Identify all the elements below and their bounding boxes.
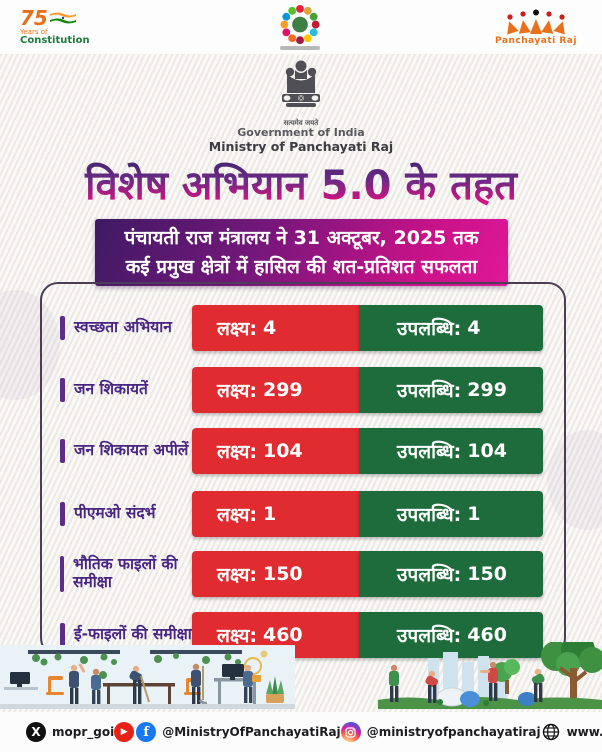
youtube-icon: ▶ [114,722,135,742]
row-tick [60,439,65,463]
table-row: पीएमओ संदर्भ लक्ष्य: 1 उपलब्धि: 1 [42,491,564,537]
table-row: स्वच्छता अभियान लक्ष्य: 4 उपलब्धि: 4 [42,305,564,351]
constitution-word: Constitution [20,35,90,46]
globe-icon [541,722,561,742]
achievement-bar: उपलब्धि: 460 [359,612,543,658]
achievement-bar: उपलब्धि: 150 [359,551,543,597]
subtitle-line-1: पंचायती राज मंत्रालय ने 31 अक्टूबर, 2025… [124,227,479,249]
achievement-bar: उपलब्धि: 1 [359,491,543,537]
row-tick [60,502,65,526]
target-bar: लक्ष्य: 150 [192,551,359,597]
constitution-75-logo: 75 Years of Constitution [20,8,110,46]
satyameva-jayate-motto: सत्यमेव जयते [283,119,319,128]
national-emblem-block: सत्यमेव जयते Government of India Ministr… [0,57,602,154]
x-handle-text: mopr_goi [52,725,115,739]
government-of-india-label: Government of India [237,126,365,140]
social-footer-bar: X mopr_goi ▶ f @MinistryOfPanchayatiRaj … [0,712,602,752]
row-label: जन शिकायतें [74,380,148,399]
ministry-name-label: Ministry of Panchayati Raj [208,139,394,155]
target-bar: लक्ष्य: 4 [192,305,359,351]
row-label: जन शिकायत अपीलें [74,441,189,460]
ashoka-emblem-icon [282,60,320,107]
achievement-bar: उपलब्धि: 104 [359,428,543,474]
results-frame: स्वच्छता अभियान लक्ष्य: 4 उपलब्धि: 4 जन शि… [40,282,566,658]
row-label: ई-फाइलों की समीक्षा [74,625,192,644]
row-tick [60,556,64,592]
x-icon: X [26,722,46,742]
panchayati-raj-logo: Panchayati Raj [490,9,582,46]
india-flag-wave-icon [49,12,76,24]
office-cleaning-illustration [0,645,295,709]
website-text: www.panchayat.gov.in [566,725,602,739]
target-bar: लक्ष्य: 299 [192,367,359,413]
subtitle-line-2: कई प्रमुख क्षेत्रों में हासिल की शत-प्रत… [125,255,478,278]
table-row: भौतिक फाइलों की समीक्षा लक्ष्य: 150 उपलब्… [42,551,564,597]
target-bar: लक्ष्य: 104 [192,428,359,474]
colored-dots-wheel-icon [280,4,320,45]
campaign-title: विशेष अभियान 5.0 के तहत [0,156,602,211]
constitution-years-of: Years of [20,28,48,36]
website-group: www.panchayat.gov.in [541,722,602,742]
instagram-icon [340,722,361,742]
row-label: भौतिक फाइलों की समीक्षा [73,555,178,591]
facebook-icon: f [136,722,157,742]
achievement-bar: उपलब्धि: 299 [359,367,543,413]
table-row: जन शिकायत अपीलें लक्ष्य: 104 उपलब्धि: 104 [42,428,564,474]
instagram-handle-text: @ministryofpanchayatiraj [366,725,541,739]
target-bar: लक्ष्य: 1 [192,491,359,537]
facebook-handle-group: ▶ f @MinistryOfPanchayatiRaj [114,722,341,742]
facebook-handle-text: @MinistryOfPanchayatiRaj [162,725,341,739]
row-tick [60,316,65,340]
ministry-wheel-logo [277,4,323,50]
instagram-handle-group: @ministryofpanchayatiraj [340,722,541,742]
achievement-bar: उपलब्धि: 4 [359,305,543,351]
subtitle-banner: पंचायती राज मंत्रालय ने 31 अक्टूबर, 2025… [95,219,508,286]
x-handle-group: X mopr_goi [26,722,114,742]
row-tick [60,623,65,647]
row-tick [60,378,65,402]
wheel-logo-caption [280,46,320,50]
header-band: 75 Years of Constitution [0,0,602,54]
constitution-75-number: 75 [20,8,110,28]
panchayati-raj-wordmark: Panchayati Raj [495,35,577,46]
panchayati-raj-figures-icon [507,9,565,35]
row-label: स्वच्छता अभियान [74,318,172,337]
cleaning-illustration [0,642,602,709]
park-cleaning-illustration [378,642,602,709]
row-label: पीएमओ संदर्भ [74,504,156,523]
table-row: जन शिकायतें लक्ष्य: 299 उपलब्धि: 299 [42,367,564,413]
